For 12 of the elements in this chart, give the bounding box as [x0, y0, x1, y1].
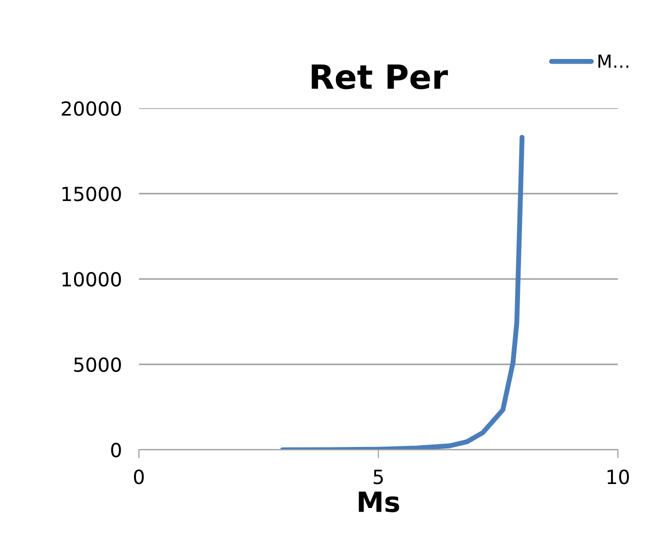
y-tick-label: 20000: [62, 101, 121, 116]
legend-label: M…: [598, 54, 628, 68]
x-tick-label: 10: [608, 470, 629, 484]
x-axis-title: Ms: [358, 492, 400, 512]
x-tick-label: 5: [374, 470, 383, 484]
y-tick-label: 10000: [62, 272, 121, 287]
chart-title: Ret Per: [312, 64, 448, 90]
y-tick-label: 5000: [74, 357, 121, 372]
x-tick-label: 0: [134, 470, 144, 484]
y-tick-label: 0: [111, 442, 121, 458]
y-tick-label: 15000: [62, 186, 121, 202]
line-series: [280, 134, 524, 450]
